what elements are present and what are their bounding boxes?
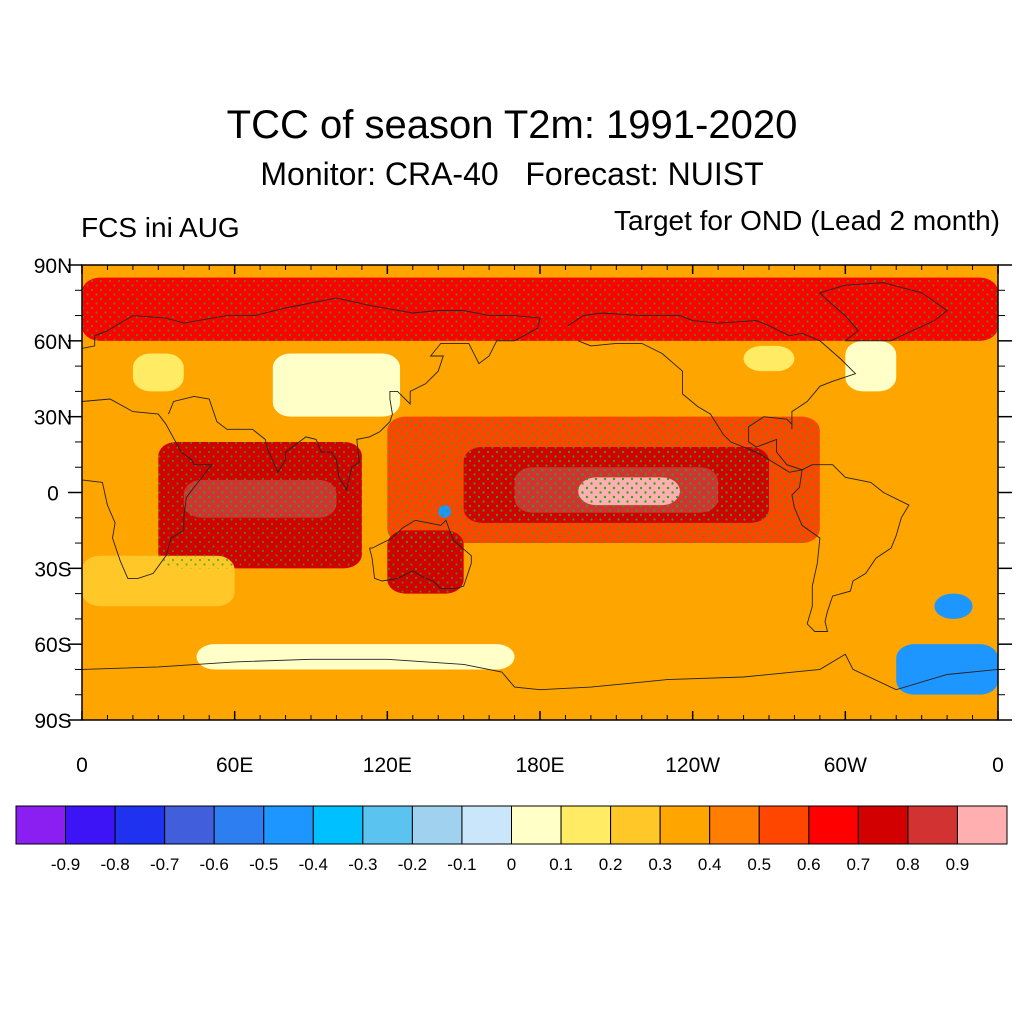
x-tick-label: 60E (216, 754, 253, 777)
colorbar-label: 0.3 (648, 855, 672, 874)
field-region (272, 353, 401, 417)
colorbar-label: -0.1 (447, 855, 476, 874)
colorbar-label: 0.1 (549, 855, 573, 874)
colorbar-label: -0.3 (348, 855, 377, 874)
colorbar-swatch (709, 805, 760, 845)
coastlines (82, 282, 998, 691)
stipple-region (578, 477, 680, 506)
colorbar-swatch (164, 805, 215, 845)
colorbar-swatch (114, 805, 166, 845)
colorbar-label: 0.2 (599, 855, 623, 874)
colorbar-label: 0.5 (747, 855, 771, 874)
y-tick-label: 60S (34, 634, 71, 657)
colorbar-label: 0.4 (698, 855, 722, 874)
stipple-region (82, 277, 998, 341)
y-tick-label: 90N (34, 255, 73, 278)
field-region (743, 345, 795, 372)
y-tick-label: 30S (34, 558, 71, 581)
colorbar-label: -0.7 (150, 855, 179, 874)
x-tick-label: 120E (363, 754, 412, 777)
x-tick-label: 120W (665, 754, 720, 777)
colorbar-label: 0.9 (946, 855, 970, 874)
x-tick-label: 0 (76, 754, 88, 777)
colorbar-label: -0.8 (100, 855, 129, 874)
stipple-region (387, 530, 464, 594)
x-tick-label: 0 (992, 754, 1004, 777)
chart-subtitle: Monitor: CRA-40 Forecast: NUIST (260, 156, 764, 192)
colorbar-label: -0.5 (249, 855, 278, 874)
chart-title: TCC of season T2m: 1991-2020 (226, 103, 798, 147)
colorbar-label: -0.9 (51, 855, 80, 874)
stipple-region (183, 479, 337, 518)
y-tick-label: 90S (34, 710, 71, 733)
colorbar-swatch (411, 805, 463, 845)
colorbar-swatch (461, 805, 513, 845)
colorbar-label: -0.4 (299, 855, 328, 874)
colorbar-swatch (511, 805, 562, 845)
colorbar-swatch (857, 805, 909, 845)
colorbar-swatch (659, 805, 711, 845)
colorbar-swatch (758, 805, 810, 845)
coastline (567, 312, 857, 473)
field-region (845, 340, 897, 392)
coastline (819, 282, 948, 342)
init-label: FCS ini AUG (81, 212, 240, 243)
colorbar-swatch (956, 805, 1008, 845)
colorbar-swatch (213, 805, 265, 845)
colorbar-swatch (312, 805, 364, 845)
colorbar-swatch (610, 805, 661, 845)
colorbar-label: 0.6 (797, 855, 821, 874)
map-axes: 0 60E 120E 180E 120W 60W 0 90N 60N 30N 0 30S 60S 90S (34, 255, 1012, 777)
field-region (82, 694, 998, 720)
colorbar-swatch (808, 805, 859, 845)
colorbar-swatch (263, 805, 314, 845)
field-region (132, 353, 184, 392)
colorbar-swatch (362, 805, 413, 845)
colorbar-label: 0.7 (847, 855, 871, 874)
colorbar-label: 0.8 (896, 855, 920, 874)
x-tick-label: 180E (515, 754, 564, 777)
field-region (196, 644, 515, 670)
target-label: Target for OND (Lead 2 month) (614, 205, 1000, 236)
field-region (896, 644, 998, 695)
significance-stippling (82, 277, 998, 594)
y-tick-label: 60N (34, 331, 73, 354)
coastline (369, 519, 472, 590)
colorbar-label: -0.2 (398, 855, 427, 874)
colorbar-label: 0 (507, 855, 516, 874)
colorbar: -0.9 -0.8 -0.7 -0.6 -0.5 -0.4 -0.3 -0.2 -0.1 0 0.1… (15, 805, 1008, 874)
colorbar-swatch (560, 805, 612, 845)
y-tick-label: 0 (47, 483, 59, 506)
field-region (934, 593, 973, 619)
colorbar-swatch (15, 805, 67, 845)
x-tick-label: 60W (824, 754, 867, 777)
coastline (82, 653, 998, 691)
colorbar-label: -0.6 (200, 855, 229, 874)
colorbar-swatch (65, 805, 116, 845)
y-tick-label: 30N (34, 407, 73, 430)
colorbar-swatch (907, 805, 958, 845)
coastline (82, 297, 541, 492)
coastline (82, 398, 213, 579)
coastline (791, 464, 910, 632)
